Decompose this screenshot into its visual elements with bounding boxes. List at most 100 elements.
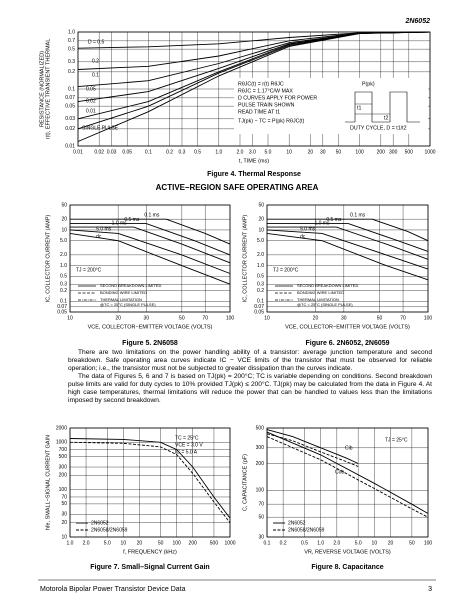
annotation: t1 bbox=[357, 105, 361, 111]
x-tick-label: 1000 bbox=[424, 149, 435, 155]
y-tick-label: 0.5 bbox=[257, 274, 264, 280]
curve-label: 0.1 ms bbox=[350, 213, 366, 219]
y-tick-label: 300 bbox=[59, 464, 68, 470]
x-tick-label: 10 bbox=[264, 315, 270, 321]
x-tick-label: 0.5 bbox=[301, 540, 308, 546]
x-tick-label: 100 bbox=[226, 315, 235, 321]
curve-label: 0.5 ms bbox=[326, 217, 342, 223]
legend-label: SECOND BREAKDOWN LIMITED bbox=[100, 283, 161, 288]
series-line bbox=[267, 226, 429, 260]
y-tick-label: 0.2 bbox=[68, 69, 75, 75]
series-line bbox=[267, 218, 429, 242]
annotation: TJ = 25°C bbox=[385, 437, 408, 443]
y-tick-label: 1.0 bbox=[257, 263, 264, 269]
annotation: RθJC = 1.17°C/W MAX bbox=[238, 88, 293, 94]
annotation: TC = 25°C bbox=[175, 435, 199, 441]
y-tick-label: 5.0 bbox=[60, 238, 67, 244]
series-line bbox=[266, 433, 359, 467]
annotation: TJ(pk) − TC = P(pk) RθJC(t) bbox=[238, 118, 305, 124]
annotation: TJ = 200°C bbox=[76, 267, 102, 273]
chart: 0.01 0.02 0.03 0.05 0.1 0.2 0.3 0.5 1.0 2.0 3.0 5.0… bbox=[39, 29, 435, 178]
x-tick-label: 0.3 bbox=[179, 149, 186, 155]
annotation: Cob bbox=[335, 469, 344, 475]
x-tick-label: 2.0 bbox=[237, 149, 244, 155]
series-line bbox=[267, 223, 429, 252]
legend-label: THERMAL LIMITATION bbox=[297, 297, 339, 302]
series-line bbox=[69, 438, 231, 519]
pulse-dimension bbox=[355, 103, 390, 115]
x-axis-label: VCE, COLLECTOR−EMITTER VOLTAGE (VOLTS) bbox=[285, 324, 410, 330]
annotation: VCE = 3.0 V bbox=[175, 442, 203, 448]
figure-caption: Figure 8. Capacitance bbox=[311, 564, 383, 571]
figure-caption: Figure 7. Small–Signal Current Gain bbox=[90, 564, 209, 571]
legend-label: BONDING WIRE LIMITED bbox=[100, 290, 147, 295]
curve-label: 1.0 ms bbox=[112, 220, 128, 226]
y-tick-label: 5.0 bbox=[257, 238, 264, 244]
y-tick-label: 2.0 bbox=[257, 252, 264, 258]
y-axis-label: RESISTANCE (NORMALIZED) bbox=[39, 51, 45, 127]
pulse-train bbox=[345, 91, 420, 123]
note-box bbox=[234, 78, 428, 134]
y-tick-label: 700 bbox=[59, 447, 68, 453]
curve-label: dc bbox=[96, 234, 102, 240]
y-tick-label: 50 bbox=[258, 202, 264, 208]
y-tick-label: 300 bbox=[256, 445, 265, 451]
series-line bbox=[266, 229, 429, 270]
x-tick-label: 3.0 bbox=[249, 149, 256, 155]
y-tick-label: 0.5 bbox=[68, 46, 75, 52]
curve-label: 1.0 ms bbox=[314, 220, 330, 226]
legend-label: 2N6052 bbox=[91, 520, 109, 526]
annotation: D CURVES APPLY FOR POWER bbox=[238, 95, 317, 101]
y-tick-label: 2.0 bbox=[60, 252, 67, 258]
y-tick-label: 500 bbox=[59, 454, 68, 460]
series-line bbox=[70, 218, 231, 245]
x-tick-label: 50 bbox=[158, 540, 164, 546]
page-number: 3 bbox=[428, 586, 432, 593]
y-tick-label: 20 bbox=[61, 520, 67, 526]
figure-caption: Figure 6. 2N6052, 2N6059 bbox=[305, 340, 389, 347]
y-tick-label: 1000 bbox=[56, 440, 67, 446]
x-tick-label: 20 bbox=[137, 540, 143, 546]
y-tick-label: 0.2 bbox=[257, 288, 264, 294]
paragraph: There are two limitations on the power h… bbox=[68, 349, 432, 372]
y-axis-label: r(t), EFFECTIVE TRANSIENT THERMAL bbox=[45, 39, 51, 140]
y-tick-label: 20 bbox=[61, 217, 67, 223]
x-tick-label: 200 bbox=[377, 149, 386, 155]
x-tick-label: 300 bbox=[389, 149, 398, 155]
x-axis-label: t, TIME (ms) bbox=[239, 158, 269, 164]
series-line bbox=[70, 226, 231, 264]
legend-label: @TC = 25°C (SINGLE PULSE) bbox=[100, 302, 156, 307]
series-line bbox=[69, 441, 231, 523]
annotation: P(pk) bbox=[362, 81, 375, 87]
y-tick-label: 0.3 bbox=[68, 59, 75, 65]
x-tick-label: 0.5 bbox=[194, 149, 201, 155]
y-tick-label: 10 bbox=[61, 534, 67, 540]
x-tick-label: 0.2 bbox=[280, 540, 287, 546]
y-tick-label: 0.05 bbox=[254, 309, 264, 315]
y-tick-label: 2000 bbox=[56, 425, 67, 431]
y-tick-label: 70 bbox=[61, 494, 67, 500]
figure-caption: Figure 4. Thermal Response bbox=[207, 171, 301, 178]
annotation: TJ = 200°C bbox=[273, 267, 299, 273]
y-tick-label: 0.1 bbox=[60, 299, 67, 305]
y-tick-label: 30 bbox=[61, 512, 67, 518]
y-tick-label: 0.07 bbox=[254, 304, 264, 310]
curve-label: dc bbox=[300, 234, 306, 240]
x-tick-label: 500 bbox=[405, 149, 414, 155]
y-tick-label: 70 bbox=[258, 502, 264, 508]
x-tick-label: 0.01 bbox=[73, 149, 83, 155]
x-tick-label: 0.05 bbox=[122, 149, 132, 155]
x-tick-label: 50 bbox=[377, 315, 383, 321]
curve-label: D = 0.5 bbox=[88, 39, 104, 45]
y-tick-label: 0.7 bbox=[68, 38, 75, 44]
footer-text: Motorola Bipolar Power Transistor Device… bbox=[40, 586, 186, 593]
y-axis-label: IC, COLLECTOR CURRENT (AMP) bbox=[242, 215, 248, 303]
x-tick-label: 1.0 bbox=[67, 540, 74, 546]
y-tick-label: 50 bbox=[61, 501, 67, 507]
x-tick-label: 5.0 bbox=[104, 540, 111, 546]
y-tick-label: 0.3 bbox=[257, 282, 264, 288]
y-tick-label: 50 bbox=[258, 515, 264, 521]
y-axis-label: hfe, SMALL−SIGNAL CURRENT GAIN bbox=[45, 435, 51, 530]
annotation: READ TIME AT t1 bbox=[238, 109, 280, 115]
curve-label: 5.0 ms bbox=[300, 227, 316, 233]
